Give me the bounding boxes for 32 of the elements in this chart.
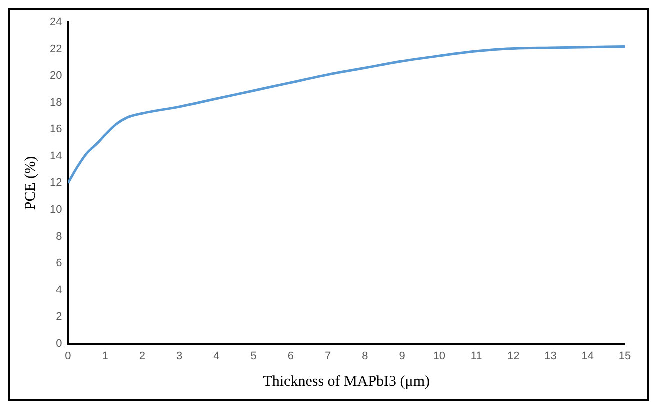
line-series xyxy=(68,45,625,184)
y-tick-label: 20 xyxy=(50,70,62,82)
y-tick-label: 8 xyxy=(56,230,62,243)
x-tick-label: 0 xyxy=(65,350,72,362)
x-tick-label: 8 xyxy=(362,350,368,362)
x-tick-label: 12 xyxy=(508,350,520,362)
x-tick-label: 7 xyxy=(324,350,332,362)
x-tick-label: 9 xyxy=(399,350,406,362)
x-tick-label: 4 xyxy=(214,350,220,362)
y-tick-label: 6 xyxy=(56,258,62,270)
y-tick-label: 4 xyxy=(56,284,62,296)
x-tick-label: 6 xyxy=(288,350,294,362)
x-tick-label: 15 xyxy=(618,350,632,362)
x-tick-label: 5 xyxy=(250,350,257,362)
x-tick-label: 3 xyxy=(176,350,183,362)
y-tick-label: 12 xyxy=(50,177,62,190)
x-tick-label: 14 xyxy=(582,350,594,362)
x-tick-label: 13 xyxy=(544,350,557,362)
y-tick-label: 2 xyxy=(56,311,62,324)
y-tick-label: 14 xyxy=(50,150,62,162)
x-tick-label: 10 xyxy=(433,350,446,362)
y-tick-label: 10 xyxy=(50,204,62,216)
x-axis-title: Thickness of MAPbI3 (μm) xyxy=(263,374,430,390)
x-tick-label: 2 xyxy=(139,350,146,362)
x-tick-label: 11 xyxy=(470,350,482,362)
y-tick-label: 18 xyxy=(50,96,62,109)
x-tick-label: 1 xyxy=(102,350,108,362)
y-tick-label: 22 xyxy=(50,43,62,56)
y-axis-title: PCE (%) xyxy=(22,156,39,210)
y-tick-label: 0 xyxy=(56,338,62,350)
y-tick-label: 24 xyxy=(50,16,62,29)
y-tick-label: 16 xyxy=(50,124,62,136)
